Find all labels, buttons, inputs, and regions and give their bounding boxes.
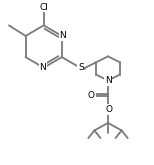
Text: O: O (105, 105, 112, 114)
Text: N: N (59, 32, 66, 40)
Text: S: S (78, 63, 84, 72)
Text: Cl: Cl (39, 3, 48, 12)
Text: N: N (40, 63, 46, 72)
Text: N: N (105, 76, 111, 85)
Text: O: O (88, 91, 95, 100)
